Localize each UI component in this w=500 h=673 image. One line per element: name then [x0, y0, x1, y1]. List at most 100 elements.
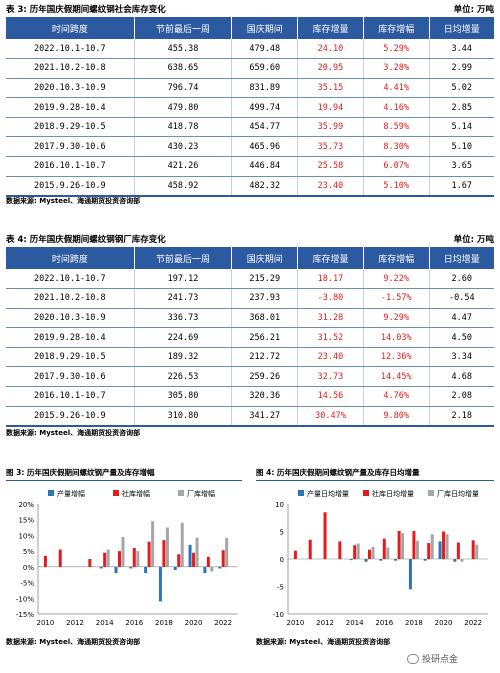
table-cell: 2020.10.3-10.9 [6, 308, 135, 329]
x-tick-label: 2016 [125, 619, 143, 627]
bar-社库增幅 [132, 548, 136, 567]
table4-source: 数据来源: Mysteel、海通期货投资咨询部 [6, 429, 141, 437]
y-tick-label: 0 [280, 556, 284, 564]
bar-产量日均增量 [379, 559, 383, 561]
x-tick-label: 2020 [435, 619, 453, 627]
table-cell: 638.65 [134, 58, 233, 79]
y-tick-label: -10 [273, 611, 284, 619]
legend-swatch [48, 490, 54, 496]
table-cell: 14.56 [297, 386, 364, 407]
x-tick-label: 2014 [346, 619, 364, 627]
table-cell: 19.94 [297, 97, 364, 118]
table-row: 2020.10.3-10.9 336.73 368.01 31.28 9.29% 4.47 [6, 308, 494, 329]
table-cell: 24.10 [297, 39, 364, 60]
legend-swatch [428, 490, 434, 496]
x-tick-label: 2014 [96, 619, 114, 627]
table-cell: 32.73 [297, 366, 364, 388]
table-cell: 12.36% [363, 347, 430, 368]
table-cell: 224.69 [134, 327, 233, 348]
bar-产量日均增量 [423, 559, 427, 561]
wechat-icon [407, 653, 419, 664]
table-cell: 189.32 [134, 347, 233, 368]
table-cell: 2.99 [429, 58, 494, 79]
legend-label: 产量日均增量 [307, 489, 349, 498]
x-tick-label: 2022 [464, 619, 482, 627]
bar-产量日均增量 [453, 559, 457, 562]
table-cell: 2019.9.28-10.4 [6, 327, 135, 348]
bar-厂库日均增量 [460, 559, 464, 562]
watermark: 投研点金 [407, 652, 458, 665]
chart4: 产量日均增量 社库日均增量 厂库日均增量 -10 -5 0 5 10 2010 2012 2014 2… [273, 489, 488, 627]
table-cell: 2019.9.28-10.4 [6, 97, 135, 118]
table-cell: 479.80 [134, 97, 233, 118]
table-cell: 2015.9.26-10.9 [6, 406, 135, 427]
table-cell: 30.47% [297, 406, 364, 427]
bar-社库日均增量 [427, 543, 431, 559]
column-header: 库存增幅 [363, 247, 430, 269]
bar-社库日均增量 [293, 550, 297, 559]
table-cell: 2.60 [429, 269, 494, 290]
table-row: 2019.9.28-10.4 224.69 256.21 31.52 14.03% 4.5… [6, 327, 494, 348]
x-tick-label: 2022 [214, 619, 232, 627]
table-cell: -0.54 [429, 288, 494, 309]
table-cell: 2022.10.1-10.7 [6, 269, 135, 290]
table-row: 2016.10.1-10.7 305.80 320.36 14.56 4.76% 2.08 [6, 386, 494, 407]
table-cell: 31.28 [297, 308, 364, 329]
table-cell: 20.95 [297, 58, 364, 79]
table-cell: 305.80 [134, 386, 233, 407]
bar-社库增幅 [103, 552, 107, 567]
table-cell: 14.03% [363, 327, 430, 348]
bar-产量增幅 [188, 544, 192, 567]
x-tick-label: 2010 [286, 619, 304, 627]
table-cell: 455.38 [134, 39, 233, 60]
bar-社库增幅 [221, 550, 225, 567]
x-tick-label: 2012 [316, 619, 334, 627]
table-cell: 454.77 [231, 117, 299, 138]
table-cell: 421.26 [134, 156, 233, 177]
bar-厂库日均增量 [401, 533, 405, 559]
bar-产量增幅 [218, 566, 222, 569]
legend-swatch [113, 490, 119, 496]
bar-厂库增幅 [151, 521, 155, 567]
table-cell: 6.07% [363, 156, 430, 177]
chart3: 产量增幅 社库增幅 厂库增幅 -15% -10% -5% 0% 5% 10% 15% 20% 2010… [16, 489, 238, 627]
table-cell: 259.26 [231, 366, 299, 388]
bar-社库增幅 [43, 555, 47, 567]
table-cell: 465.96 [231, 136, 299, 158]
table-cell: 430.23 [134, 136, 233, 158]
table4-header: 表 4: 历年国庆假期间螺纹钢钢厂库存变化 单位: 万吨 [6, 232, 494, 246]
chart4-title: 图 4: 历年国庆假期间螺纹钢产量及库存日均增量 [256, 467, 494, 481]
bar-产量增幅 [114, 566, 118, 574]
bar-社库增幅 [117, 551, 121, 567]
bar-产量增幅 [99, 566, 103, 569]
bar-产量增幅 [129, 566, 133, 569]
column-header: 库存增量 [297, 17, 364, 39]
bar-厂库增幅 [225, 537, 229, 567]
table-cell: 9.80% [363, 406, 430, 427]
table-row: 2018.9.29-10.5 418.78 454.77 35.99 8.59% 5.14 [6, 117, 494, 138]
legend-swatch [363, 490, 369, 496]
table-cell: 23.40 [297, 176, 364, 197]
bar-社库增幅 [177, 554, 181, 567]
legend-label: 社库增幅 [122, 489, 150, 498]
legend-swatch [298, 490, 304, 496]
legend-swatch [178, 490, 184, 496]
table-cell: 2016.10.1-10.7 [6, 386, 135, 407]
table-cell: 2020.10.3-10.9 [6, 78, 135, 99]
table-cell: 4.47 [429, 308, 494, 329]
y-tick-label: 5 [280, 529, 284, 537]
table-cell: 241.73 [134, 288, 233, 309]
chart3-title: 图 3: 历年国庆假期间螺纹钢产量及库存增幅 [6, 467, 242, 481]
table-cell: 2017.9.30-10.6 [6, 366, 135, 388]
bar-厂库增幅 [195, 537, 199, 567]
table4: 时间跨度 节前最后一周 国庆期间 库存增量 库存增幅 日均增量 2022.10.1-10.… [6, 247, 494, 427]
table-cell: 5.10 [429, 136, 494, 158]
bar-厂库日均增量 [415, 540, 419, 559]
bar-社库增幅 [192, 552, 196, 567]
bar-产量日均增量 [364, 559, 368, 562]
table-cell: -1.57% [363, 288, 430, 309]
y-tick-label: 10 [275, 501, 284, 509]
table-cell: 197.12 [134, 269, 233, 290]
table-row: 2022.10.1-10.7 197.12 215.29 18.17 9.22% 2.60 [6, 269, 494, 290]
chart4-source: 数据来源: Mysteel、海通期货投资咨询部 [256, 638, 391, 646]
